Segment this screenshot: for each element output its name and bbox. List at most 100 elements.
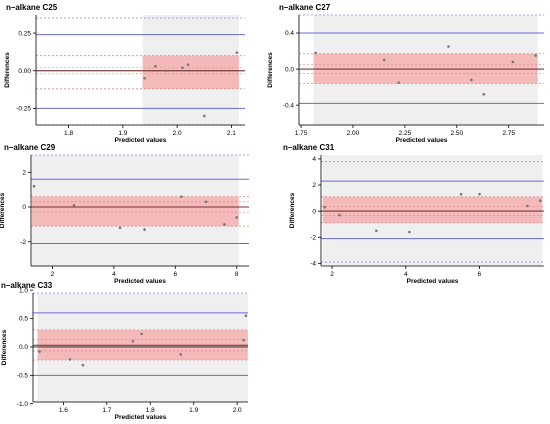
x-tick-label: 1.9: [118, 130, 127, 137]
y-tick-label: 2: [22, 170, 26, 177]
x-tick-label: 2.0: [173, 130, 182, 137]
x-tick-label: 1.8: [146, 407, 155, 414]
y-tick-label: 0.0: [285, 66, 294, 73]
y-tick-label: -0.4: [283, 102, 295, 109]
chart-title: n–alkane C27: [279, 3, 331, 12]
data-point: [186, 63, 190, 67]
x-axis-label: Predicted values: [407, 278, 459, 285]
x-axis-label: Predicted values: [115, 414, 167, 421]
data-point: [204, 200, 208, 204]
data-point: [382, 58, 386, 62]
y-tick-label: -4: [310, 261, 316, 268]
data-point: [482, 93, 486, 96]
data-point: [534, 54, 537, 57]
x-tick-label: 2: [51, 271, 55, 278]
x-axis-label: Predicted values: [396, 137, 448, 144]
y-axis-label: Differences: [4, 52, 11, 88]
data-point: [164, 69, 168, 73]
chart-title: n–alkane C33: [1, 281, 53, 290]
x-tick-label: 2.0: [233, 407, 242, 414]
data-point: [223, 223, 226, 226]
data-point: [32, 184, 36, 188]
x-tick-label: 1.75: [295, 130, 308, 137]
data-point: [72, 203, 76, 207]
x-tick-label: 1.9: [189, 407, 198, 414]
y-tick-label: -2: [20, 239, 26, 246]
data-point: [323, 205, 326, 209]
y-tick-label: 0.4: [285, 30, 294, 37]
chart-title: n–alkane C29: [4, 143, 56, 152]
data-point: [179, 353, 182, 356]
y-tick-label: 0.00: [18, 68, 31, 75]
x-tick-label: 1.6: [59, 407, 68, 414]
mean-ci-band: [142, 55, 239, 89]
data-point: [118, 226, 122, 230]
y-tick-label: 0: [22, 204, 26, 211]
data-point: [235, 216, 239, 219]
x-tick-label: 8: [235, 271, 239, 278]
data-point: [397, 81, 400, 84]
data-point: [459, 192, 463, 196]
x-tick-label: 2: [330, 271, 334, 278]
panel-c29: 2 4 6 8 2 0 -2 n–alkane C29 Predicted values Diff…: [0, 143, 249, 285]
y-tick-label: -1.0: [17, 401, 29, 408]
x-tick-label: 2.50: [450, 130, 463, 137]
x-axis-label: Predicted values: [114, 278, 166, 285]
data-point: [131, 339, 135, 343]
data-point: [478, 192, 481, 196]
x-tick-label: 2.00: [347, 130, 360, 137]
y-tick-label: -0.5: [17, 373, 29, 380]
data-point: [81, 363, 85, 367]
data-point: [202, 114, 206, 118]
data-point: [242, 338, 245, 342]
chart-title: n–alkane C25: [6, 3, 58, 12]
x-tick-label: 6: [478, 271, 482, 278]
y-tick-label: -2: [310, 234, 316, 241]
x-axis-label: Predicted values: [115, 137, 167, 144]
data-point: [68, 358, 72, 361]
x-tick-label: 2.25: [399, 130, 412, 137]
data-point: [143, 228, 146, 231]
y-axis-label: Differences: [1, 329, 8, 365]
data-point: [374, 229, 378, 233]
data-point: [244, 314, 248, 318]
x-tick-label: 1.8: [64, 130, 73, 137]
data-point: [338, 213, 341, 217]
y-tick-label: -0.25: [16, 106, 31, 113]
y-tick-label: 0.5: [19, 316, 28, 323]
x-tick-label: 2.75: [502, 130, 515, 137]
data-point: [314, 51, 317, 55]
chart-title: n–alkane C31: [283, 143, 335, 152]
data-point: [539, 199, 542, 203]
y-tick-label: 2: [312, 182, 316, 189]
panel-c27: 1.75 2.00 2.25 2.50 2.75 0.4 0.0 -0.4 n–alkane C…: [267, 3, 544, 144]
data-point: [38, 350, 41, 353]
data-point: [511, 60, 515, 64]
data-point: [526, 204, 529, 208]
data-point: [408, 230, 411, 234]
data-point: [447, 45, 450, 48]
x-tick-label: 4: [112, 271, 116, 278]
data-point: [140, 332, 143, 336]
data-point: [154, 64, 157, 68]
y-axis-label: Differences: [0, 192, 6, 228]
data-point: [235, 51, 239, 54]
y-tick-label: 0.25: [18, 30, 31, 37]
data-point: [180, 195, 183, 198]
x-tick-label: 1.7: [102, 407, 111, 414]
y-tick-label: 0.0: [19, 344, 28, 351]
y-axis-label: Differences: [267, 52, 274, 88]
panel-c25: 1.8 1.9 2.0 2.1 0.25 0.00 -0.25 n–alkane C25 Pre…: [4, 3, 245, 144]
x-tick-label: 2.1: [227, 130, 236, 137]
y-tick-label: 0: [312, 208, 316, 215]
panel-c31: 2 4 6 4 2 0 -2 -4 n–alkane C31 Predicted values Di…: [283, 143, 544, 285]
data-point: [181, 66, 184, 70]
y-axis-label: Differences: [289, 192, 296, 228]
data-point: [470, 78, 473, 82]
y-tick-label: 4: [312, 156, 316, 163]
x-tick-label: 4: [404, 271, 408, 278]
y-tick-label: 1.0: [19, 287, 28, 294]
mean-ci-band: [32, 196, 239, 227]
panel-c33: 1.6 1.7 1.8 1.9 2.0 1.0 0.5 0.0 -0.5 -1.0 n–alkane…: [1, 281, 248, 421]
